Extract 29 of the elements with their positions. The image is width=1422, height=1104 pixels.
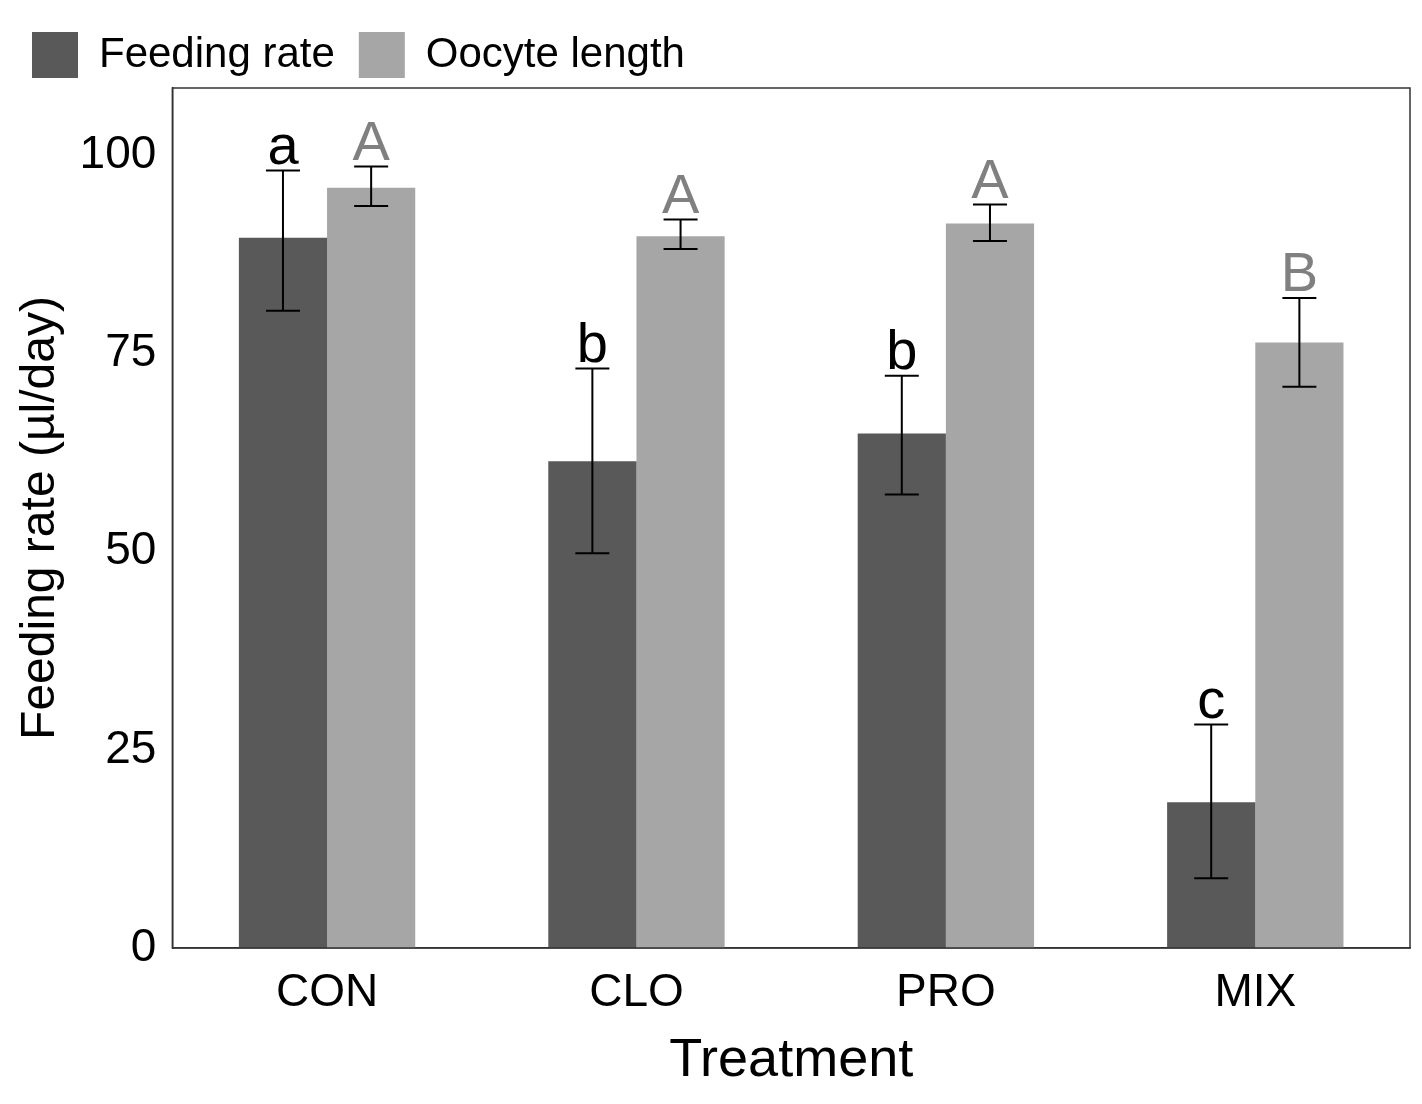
annotation: b xyxy=(576,311,608,375)
y-tick-label: 0 xyxy=(130,918,157,971)
bar xyxy=(1255,342,1344,948)
annotation: a xyxy=(267,112,300,176)
x-axis-title: Treatment xyxy=(669,1027,914,1088)
annotation: B xyxy=(1280,240,1319,304)
annotation: A xyxy=(661,162,700,226)
x-tick-label: CON xyxy=(275,964,379,1017)
bar xyxy=(327,187,416,948)
bar xyxy=(548,461,637,948)
bar xyxy=(636,236,725,948)
legend-label: Feeding rate xyxy=(99,28,335,76)
y-tick-label: 100 xyxy=(79,126,157,179)
x-tick-label: MIX xyxy=(1214,964,1297,1017)
x-tick-label: PRO xyxy=(896,964,996,1017)
bar xyxy=(1167,802,1256,948)
annotation: A xyxy=(352,108,391,172)
bar xyxy=(238,237,328,948)
annotation: b xyxy=(886,318,918,382)
legend-label: Oocyte length xyxy=(425,28,685,76)
y-tick-label: 50 xyxy=(105,522,157,575)
annotation: A xyxy=(971,146,1010,210)
bar xyxy=(945,223,1035,948)
y-axis-title: Feeding rate (µl/day) xyxy=(11,296,65,740)
bar xyxy=(857,433,946,948)
y-tick-label: 25 xyxy=(105,720,157,773)
annotation: c xyxy=(1197,666,1226,730)
x-tick-label: CLO xyxy=(589,964,684,1017)
y-tick-label: 75 xyxy=(105,324,157,377)
